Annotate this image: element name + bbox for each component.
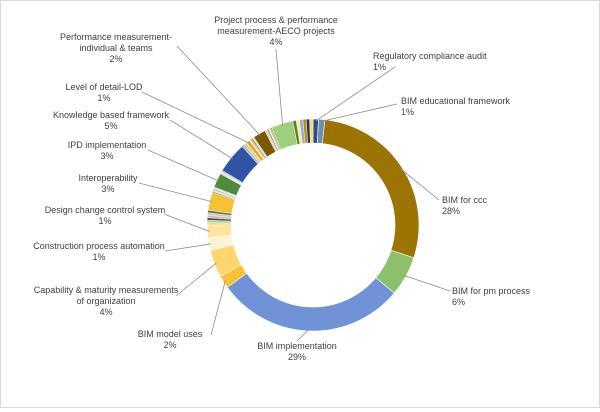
minor-slice — [221, 170, 243, 184]
leader-line — [141, 91, 250, 144]
data-label: BIM educational framework 1% — [401, 96, 511, 117]
data-label: BIM for ccc 28% — [442, 195, 488, 216]
leader-line — [296, 328, 310, 342]
data-label: IPD implementation 3% — [68, 140, 147, 161]
minor-slice — [270, 127, 282, 151]
data-label: BIM implementation 29% — [257, 341, 337, 362]
data-label: Regulatory compliance audit 1% — [373, 51, 487, 72]
donut-slices — [206, 118, 420, 332]
leader-line — [315, 66, 396, 122]
minor-slice — [245, 142, 262, 163]
data-label: BIM for pm process 6% — [452, 286, 531, 307]
data-label: Design change control system 1% — [45, 205, 166, 226]
data-labels: Regulatory compliance audit 1% BIM educati… — [33, 15, 530, 362]
leader-lines — [138, 45, 451, 342]
minor-slice — [213, 186, 237, 197]
leader-line — [164, 243, 211, 252]
data-label: Level of detail-LOD 1% — [65, 82, 143, 103]
leader-line — [321, 103, 398, 122]
data-label: Construction process automation 1% — [33, 241, 165, 262]
data-label: Capability & maturity measurements of org… — [34, 285, 179, 317]
leader-line — [403, 275, 451, 292]
leader-line — [138, 182, 212, 202]
leader-line — [176, 45, 261, 136]
leader-line — [275, 48, 283, 126]
leader-line — [147, 149, 219, 182]
data-label: Performance measurement-individual & tea… — [60, 32, 172, 64]
leader-line — [175, 262, 217, 297]
leader-line — [210, 280, 226, 336]
data-label: Knowledge based framework 5% — [53, 110, 170, 131]
leader-line — [400, 168, 440, 201]
data-label: Interoperability 3% — [78, 173, 138, 194]
data-label: Project process & performance measurement… — [214, 15, 338, 47]
slice-bim-implementation — [226, 272, 395, 332]
data-label: BIM model uses 2% — [138, 329, 203, 350]
minor-slice — [252, 136, 268, 158]
minor-slice — [309, 118, 314, 144]
slice-bim-for-ccc — [321, 119, 420, 259]
leader-line — [169, 119, 233, 160]
minor-slice — [207, 210, 233, 216]
leader-line — [163, 213, 210, 232]
